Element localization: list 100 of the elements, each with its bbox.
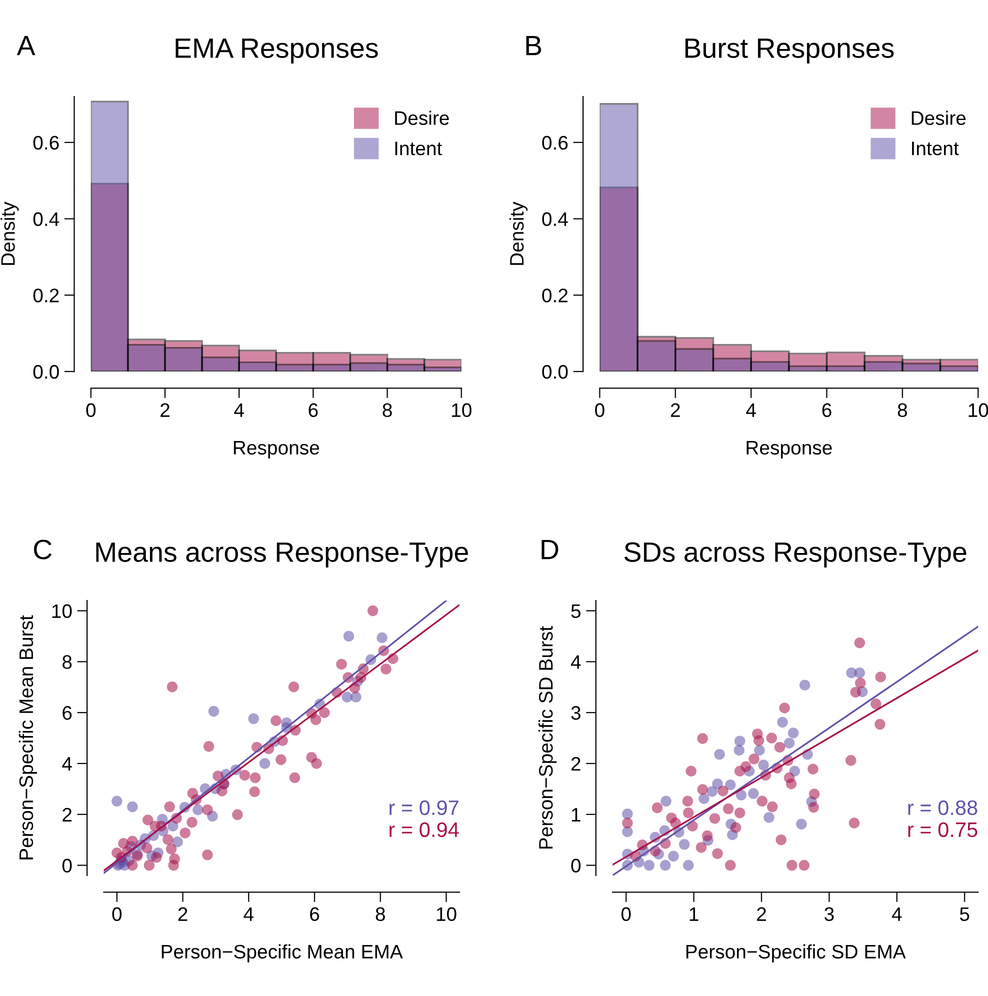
x-tick-label: 6 — [310, 907, 320, 922]
x-tick-label: 0 — [621, 907, 631, 922]
point — [784, 738, 795, 749]
point — [734, 744, 745, 756]
point — [734, 766, 746, 777]
point — [622, 808, 633, 820]
x-axis-title: Person−Specific SD EMA — [686, 944, 906, 962]
point — [683, 860, 694, 871]
annotation: r = 0.75 — [908, 822, 978, 838]
point — [270, 715, 282, 726]
x-tick-label: 3 — [824, 907, 834, 922]
x-tick-label: 10 — [968, 403, 988, 418]
point — [367, 605, 378, 616]
point — [151, 852, 162, 863]
point — [239, 770, 250, 781]
point — [734, 736, 746, 746]
point — [678, 839, 690, 850]
text: C — [34, 540, 52, 560]
point — [736, 790, 747, 800]
point — [652, 802, 663, 814]
point — [799, 680, 810, 690]
chart-title: SDs across Response-Type — [624, 542, 966, 568]
annotation: r = 0.94 — [390, 822, 459, 838]
point — [622, 818, 633, 828]
point — [686, 766, 696, 777]
chart-title: Means across Response-Type — [96, 542, 468, 568]
annotation: r = 0.97 — [390, 800, 458, 816]
y-tick-label: 4 — [62, 757, 72, 771]
x-tick-label: 0 — [86, 403, 96, 418]
point — [846, 667, 857, 678]
point — [166, 681, 178, 692]
point — [854, 678, 866, 688]
x-tick-label: 2 — [160, 403, 170, 417]
point — [644, 860, 654, 871]
text: B — [526, 36, 542, 56]
point — [874, 718, 886, 730]
y-axis-title: Density — [0, 202, 19, 265]
point — [776, 834, 787, 846]
point — [808, 764, 818, 774]
x-axis-title: Response — [746, 441, 832, 458]
x-tick-label: 10 — [436, 907, 456, 922]
point — [310, 714, 322, 726]
x-tick-label: 4 — [234, 403, 244, 417]
x-axis-title: Person−Specific Mean EMA — [162, 944, 403, 962]
y-tick-label: 2 — [62, 808, 72, 822]
x-tick-label: 5 — [960, 907, 970, 922]
x-axis-title: Response — [234, 441, 320, 458]
legend-label: Desire — [912, 110, 966, 125]
point — [164, 801, 175, 812]
x-tick-label: 2 — [178, 907, 188, 921]
legend-label: Intent — [912, 142, 959, 156]
point — [336, 658, 347, 670]
y-tick-label: 6 — [62, 706, 72, 720]
point — [248, 713, 259, 724]
point — [142, 842, 152, 854]
point — [724, 860, 736, 871]
point — [276, 754, 286, 766]
point — [698, 793, 710, 804]
legend-label: Desire — [395, 110, 449, 125]
point — [756, 796, 768, 807]
point — [748, 754, 760, 764]
text: D — [542, 540, 558, 560]
x-tick-label: 4 — [892, 907, 902, 921]
y-tick-label: 0.2 — [33, 288, 59, 302]
point — [697, 784, 708, 795]
point — [850, 686, 861, 698]
point — [774, 742, 786, 753]
point — [786, 778, 797, 790]
point — [127, 801, 138, 812]
point — [808, 788, 820, 800]
point — [668, 850, 679, 862]
y-tick-label: 3 — [571, 706, 580, 720]
point — [166, 844, 177, 854]
y-axis-title: Person−Specific Mean Burst — [18, 615, 37, 860]
y-tick-label: 0 — [62, 858, 72, 873]
point — [212, 770, 224, 782]
y-tick-label: 1 — [572, 808, 580, 822]
point — [150, 820, 160, 832]
point — [259, 758, 270, 769]
point — [875, 672, 886, 682]
point — [788, 728, 799, 738]
point — [714, 748, 725, 760]
point — [848, 818, 860, 828]
chart-title: EMA Responses — [176, 38, 378, 64]
point — [202, 849, 213, 860]
point — [722, 803, 734, 814]
point — [311, 758, 322, 769]
point — [758, 760, 769, 770]
point — [766, 732, 778, 744]
y-axis-title: Person−Specific SD Burst — [538, 626, 557, 849]
point — [854, 637, 866, 648]
point — [764, 812, 774, 823]
point — [288, 681, 300, 692]
y-tick-label: 5 — [571, 604, 580, 618]
point — [250, 772, 261, 784]
point — [730, 822, 742, 834]
point — [702, 830, 713, 842]
point — [724, 779, 736, 790]
point — [777, 716, 788, 728]
x-tick-label: 8 — [376, 907, 385, 922]
